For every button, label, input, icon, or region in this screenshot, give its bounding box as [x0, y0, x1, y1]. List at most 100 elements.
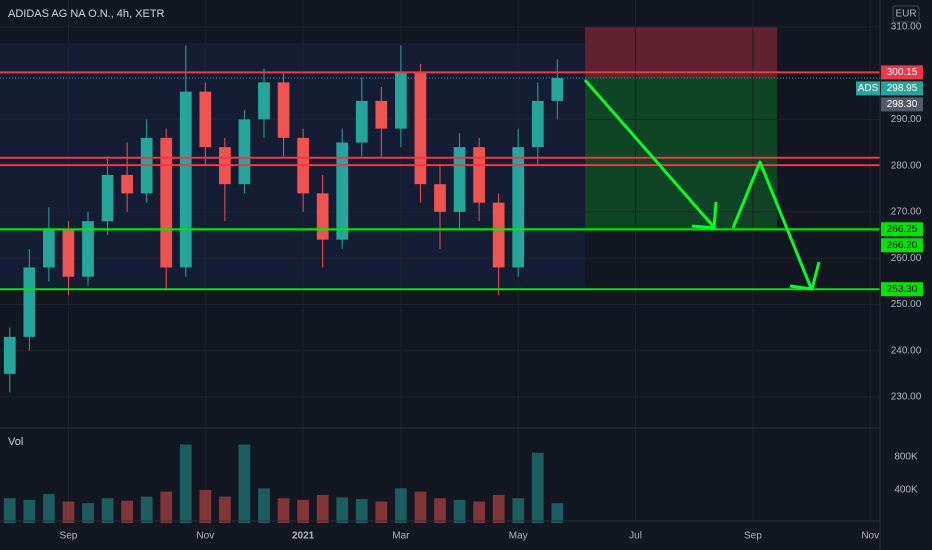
volume-bar: [3, 498, 16, 523]
candle-body: [277, 82, 290, 138]
x-tick-label: 2021: [292, 531, 315, 542]
arrow-down: [583, 79, 715, 227]
x-tick-label: Mar: [392, 531, 410, 542]
candle-body: [375, 100, 388, 129]
volume-bar: [101, 498, 114, 523]
price-tag-label: 266.20: [887, 240, 918, 251]
y-tick-label: 290.00: [891, 114, 922, 125]
volume-bar: [62, 501, 75, 523]
x-tick-label: Sep: [60, 531, 78, 542]
volume-bar: [160, 491, 173, 523]
candle-body: [414, 73, 427, 185]
y2-tick-label: 400K: [894, 485, 918, 496]
stop-zone: [585, 26, 777, 78]
candle-body: [512, 147, 525, 268]
y2-tick-label: 800K: [894, 452, 918, 463]
candle-body: [492, 202, 505, 268]
volume-bar: [258, 488, 270, 523]
y-tick-label: 280.00: [891, 160, 922, 171]
candle-body: [82, 221, 94, 277]
candle-body: [121, 174, 133, 194]
candle-body: [316, 193, 329, 240]
candle-body: [179, 91, 192, 268]
range-box: [0, 43, 585, 290]
volume-label: Vol: [8, 436, 23, 448]
volume-bar: [453, 499, 466, 523]
currency: EUR: [895, 9, 916, 20]
volume-bar: [121, 500, 133, 523]
target-zone: [585, 77, 777, 230]
candle-body: [23, 267, 36, 337]
candle-body: [355, 100, 368, 143]
y-tick-label: 260.00: [891, 253, 922, 264]
volume-bar: [316, 494, 329, 523]
candle-body: [434, 184, 446, 212]
volume-bar: [238, 444, 251, 523]
price-tag: [881, 65, 923, 80]
price-tag: [881, 238, 923, 253]
candle-body: [395, 73, 407, 129]
x-tick-label: Sep: [744, 531, 762, 542]
volume-bar: [219, 496, 231, 523]
volume-bar: [23, 499, 36, 523]
candle-body: [199, 91, 212, 148]
candle-body: [473, 147, 485, 203]
volume-bar: [551, 503, 564, 523]
position-tool: [585, 26, 777, 230]
volume-bar: [43, 494, 55, 523]
x-tick-label: Jul: [629, 531, 642, 542]
volume-bar: [277, 498, 290, 523]
candle-body: [62, 230, 75, 277]
x-tick-label: Nov: [861, 531, 879, 542]
arrows: [583, 79, 821, 291]
arrow-zigzag: [731, 160, 813, 289]
volume-bar: [434, 498, 446, 523]
volume-bar: [531, 452, 544, 523]
volume-bar: [414, 491, 427, 523]
volume-bar: [179, 444, 192, 523]
price-tag: [881, 81, 923, 96]
price-tag: [881, 97, 923, 112]
candle-body: [258, 82, 270, 120]
price-tag-label: 298.95: [887, 83, 918, 94]
candle-body: [3, 336, 16, 374]
y-tick-label: 250.00: [891, 299, 922, 310]
candle-body: [453, 147, 466, 212]
volume-bar: [140, 496, 153, 523]
price-tag: [881, 282, 923, 297]
price-tag: [881, 222, 923, 237]
candle-body: [160, 137, 173, 268]
price-tag-label: 253.30: [887, 284, 918, 295]
currency-box: [892, 5, 920, 23]
y-tick-label: 240.00: [891, 345, 922, 356]
arrow-head: [691, 201, 718, 230]
x-tick-label: May: [509, 531, 528, 542]
y-tick-label: 230.00: [891, 392, 922, 403]
volume-bar: [473, 501, 485, 523]
price-tag-label: 298.30: [887, 99, 918, 110]
volume-bar: [512, 498, 525, 523]
price-tag-label: 266.25: [887, 224, 918, 235]
volume-bar: [199, 489, 212, 523]
axis-labels: 230.00 240.00 250.00 260.00 270.00 280.00 290.…: [60, 21, 923, 542]
candle-body: [238, 119, 251, 185]
volume-bar: [336, 497, 349, 523]
candle-body: [101, 174, 114, 222]
symbol-tag: [856, 81, 880, 96]
volume-bar: [375, 501, 388, 523]
arrow-head: [789, 261, 821, 291]
y-tick-label: 270.00: [891, 207, 922, 218]
volume-bar: [355, 499, 368, 523]
symbol-tag-label: ADS: [858, 83, 879, 94]
price-tag-label: 300.15: [887, 67, 918, 78]
candle-body: [43, 230, 55, 268]
y-tick-label: 310.00: [891, 21, 922, 32]
marks: [0, 45, 880, 523]
volume-bar: [492, 494, 505, 523]
volume-bar: [297, 499, 309, 523]
volume-bar: [82, 503, 94, 523]
x-tick-label: Nov: [196, 531, 214, 542]
